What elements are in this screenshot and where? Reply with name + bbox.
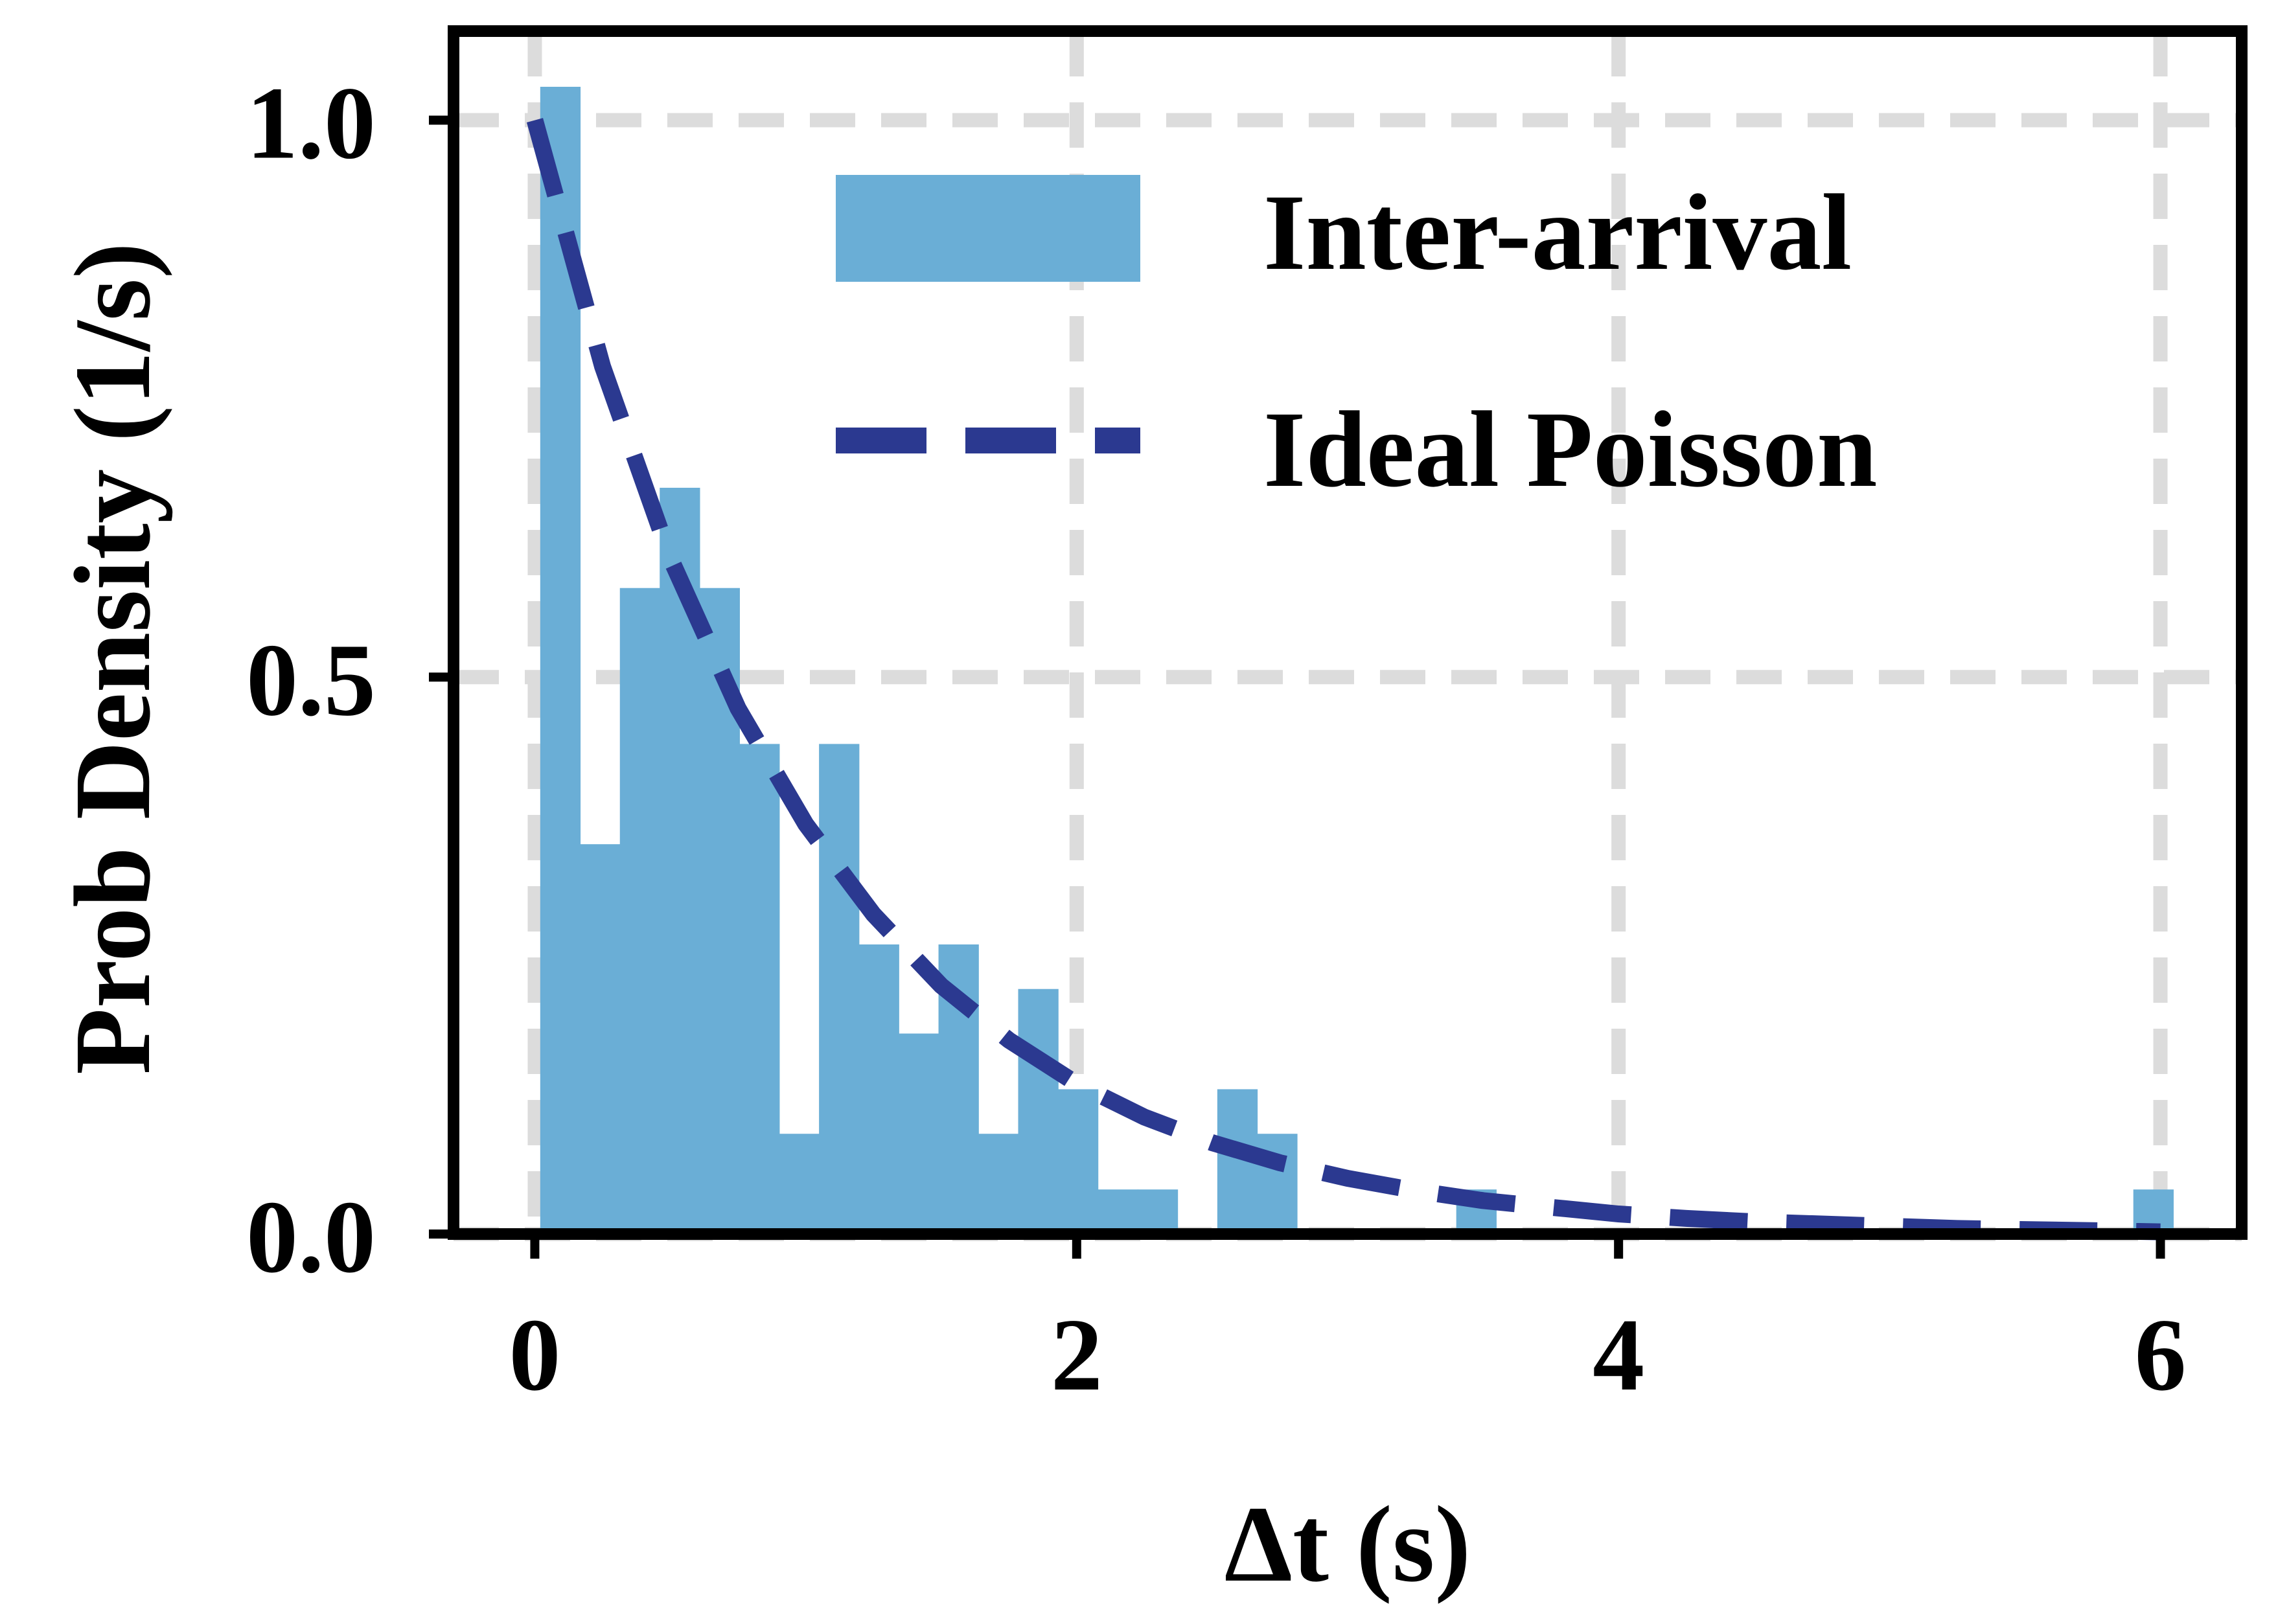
y-tick-label-1: 0.5 — [246, 622, 376, 737]
histogram-bar — [779, 1134, 820, 1234]
x-tick-label-3: 6 — [2135, 1297, 2187, 1412]
histogram-bars — [540, 86, 2174, 1235]
histogram-bar — [819, 744, 860, 1234]
y-axis-label: Prob Density (1/s) — [52, 242, 173, 1075]
y-tick-label-0: 0.0 — [246, 1179, 376, 1294]
histogram-bar — [1018, 989, 1059, 1234]
histogram-bar — [1057, 1089, 1099, 1234]
x-axis-label: Δt (s) — [1225, 1484, 1471, 1605]
plot-frame — [448, 25, 2248, 1240]
legend-label-inter-arrival: Inter-arrival — [1263, 172, 1852, 293]
x-tick-label-2: 4 — [1593, 1297, 1644, 1412]
y-tick-label-2: 1.0 — [246, 65, 376, 181]
histogram-bar — [1098, 1189, 1138, 1234]
histogram-bar — [1257, 1134, 1298, 1234]
x-tick-label-0: 0 — [509, 1297, 560, 1412]
histogram-bar — [858, 944, 899, 1234]
legend: Inter-arrival Ideal Poisson — [836, 172, 1878, 510]
legend-swatch-inter-arrival — [836, 175, 1140, 282]
histogram-bar — [899, 1033, 939, 1234]
poisson-line — [526, 118, 2161, 1241]
axis-ticks: 0 2 4 6 0.0 0.5 1.0 — [246, 65, 2187, 1412]
histogram-bar — [1137, 1189, 1179, 1234]
x-tick-label-1: 2 — [1051, 1297, 1103, 1412]
legend-label-ideal-poisson: Ideal Poisson — [1263, 389, 1878, 510]
histogram-bar — [739, 744, 780, 1234]
poisson-curve — [526, 118, 2161, 1241]
histogram-bar — [580, 844, 621, 1234]
histogram-bar — [619, 588, 661, 1234]
histogram-bar — [978, 1134, 1019, 1234]
